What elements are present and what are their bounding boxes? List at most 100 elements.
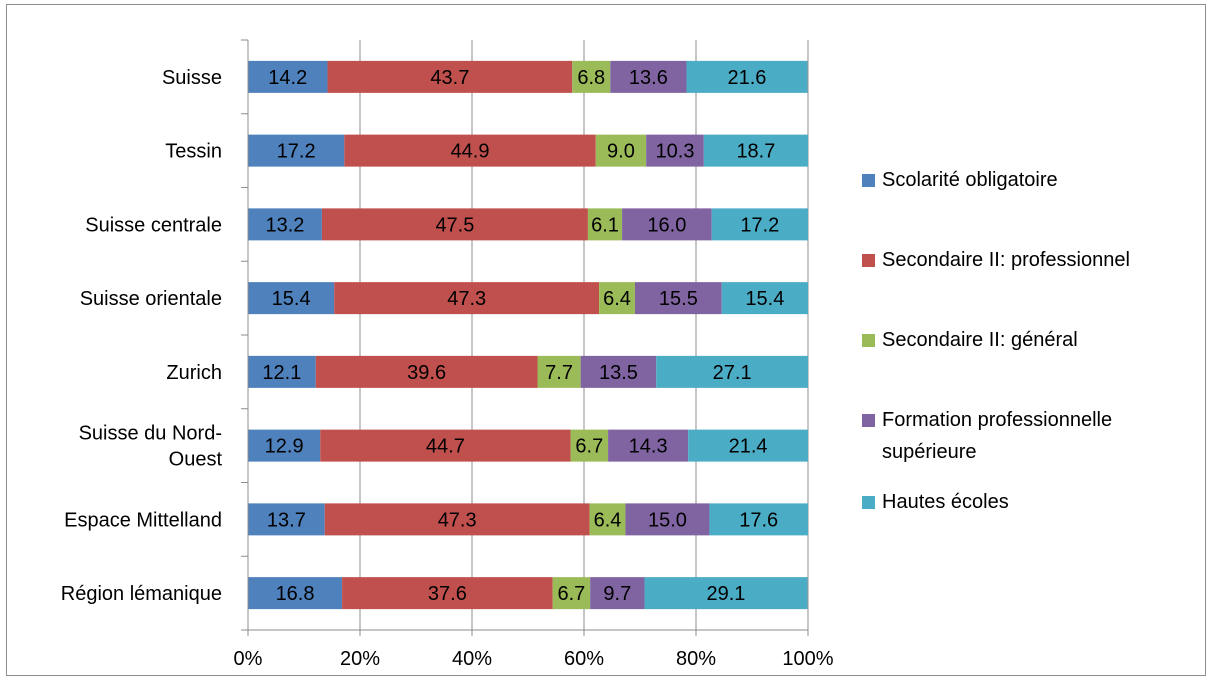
chart-frame xyxy=(6,4,1206,676)
x-tick-label: 80% xyxy=(676,648,716,670)
data-label: 12.9 xyxy=(265,436,304,458)
bar-segment xyxy=(622,208,712,241)
data-label: 16.8 xyxy=(276,583,315,605)
category-label: Suisse xyxy=(162,67,222,89)
bar-segment xyxy=(248,134,345,167)
legend-label: Hautes écoles xyxy=(882,491,1009,513)
data-label: 15.4 xyxy=(745,288,784,310)
data-label: 6.4 xyxy=(594,509,622,531)
bar-segment xyxy=(552,577,591,610)
category-label: Zurich xyxy=(166,362,222,384)
category-label: Suisse orientale xyxy=(80,288,222,310)
bar-segment xyxy=(634,282,722,315)
data-label: 16.0 xyxy=(647,214,686,236)
bar-segment xyxy=(646,134,704,167)
data-label: 27.1 xyxy=(713,362,752,384)
legend-swatch xyxy=(862,414,875,427)
x-tick-label: 0% xyxy=(234,648,263,670)
bar-segment xyxy=(686,60,808,93)
data-label: 15.5 xyxy=(659,288,698,310)
x-tick-label: 60% xyxy=(564,648,604,670)
data-label: 37.6 xyxy=(428,583,467,605)
legend-swatch xyxy=(862,334,875,347)
data-label: 47.3 xyxy=(447,288,486,310)
bar-segment xyxy=(342,577,553,610)
bar-segment xyxy=(327,60,573,93)
bar-segment xyxy=(320,429,571,462)
bar-segment xyxy=(595,134,647,167)
category-label: Région lémanique xyxy=(61,583,222,605)
category-label: Suisse centrale xyxy=(85,214,222,236)
data-label: 17.2 xyxy=(277,141,316,163)
bar-segment xyxy=(721,282,808,315)
bar-segment xyxy=(537,355,581,388)
data-label: 13.5 xyxy=(599,362,638,384)
x-tick-label: 100% xyxy=(782,648,833,670)
bar-segment xyxy=(572,60,611,93)
data-label: 44.7 xyxy=(426,436,465,458)
bar-segment xyxy=(248,282,335,315)
bar-segment xyxy=(711,208,808,241)
bar-segment xyxy=(590,577,645,610)
data-label: 14.2 xyxy=(268,67,307,89)
data-label: 9.7 xyxy=(603,583,631,605)
bar-segment xyxy=(248,60,328,93)
legend-label: Secondaire II: professionnel xyxy=(882,249,1130,271)
legend-swatch xyxy=(862,174,875,187)
data-label: 6.4 xyxy=(603,288,631,310)
bar-segment xyxy=(599,282,635,315)
data-label: 10.3 xyxy=(656,141,695,163)
bar-segment xyxy=(644,577,808,610)
data-label: 14.3 xyxy=(629,436,668,458)
data-label: 13.7 xyxy=(267,509,306,531)
category-label: Tessin xyxy=(165,141,222,163)
legend-label: Scolarité obligatoire xyxy=(882,169,1058,191)
legend-swatch xyxy=(862,496,875,509)
category-label: Espace Mittelland xyxy=(64,509,222,531)
legend-swatch xyxy=(862,254,875,267)
bar-segment xyxy=(570,429,609,462)
data-label: 43.7 xyxy=(430,67,469,89)
data-label: 47.3 xyxy=(438,509,477,531)
bar-segment xyxy=(589,503,626,536)
data-label: 44.9 xyxy=(451,141,490,163)
bar-segment xyxy=(248,429,321,462)
data-label: 47.5 xyxy=(435,214,474,236)
bar-segment xyxy=(709,503,808,536)
bar-segment xyxy=(248,355,316,388)
category-label: Suisse du Nord-Ouest xyxy=(79,423,223,471)
bar-segment xyxy=(248,208,322,241)
legend-label: Formation professionnelle supérieure xyxy=(882,409,1112,463)
data-label: 6.7 xyxy=(557,583,585,605)
bar-segment xyxy=(580,355,657,388)
data-label: 12.1 xyxy=(262,362,301,384)
bar-segment xyxy=(625,503,710,536)
bar-segment xyxy=(703,134,808,167)
data-label: 6.1 xyxy=(591,214,619,236)
data-label: 9.0 xyxy=(607,141,635,163)
data-label: 13.2 xyxy=(265,214,304,236)
data-label: 21.4 xyxy=(729,436,768,458)
bar-segment xyxy=(656,355,808,388)
data-label: 15.0 xyxy=(648,509,687,531)
data-label: 15.4 xyxy=(272,288,311,310)
data-label: 18.7 xyxy=(736,141,775,163)
bar-segment xyxy=(344,134,596,167)
bar-segment xyxy=(248,503,325,536)
bar-segment xyxy=(321,208,588,241)
legend-label: Secondaire II: général xyxy=(882,329,1078,351)
data-label: 13.6 xyxy=(629,67,668,89)
bar-segment xyxy=(688,429,808,462)
data-label: 21.6 xyxy=(727,67,766,89)
data-label: 17.2 xyxy=(740,214,779,236)
bar-segment xyxy=(324,503,590,536)
data-label: 7.7 xyxy=(545,362,573,384)
bar-segment xyxy=(587,208,623,241)
bar-segment xyxy=(315,355,538,388)
data-label: 39.6 xyxy=(407,362,446,384)
data-label: 17.6 xyxy=(739,509,778,531)
bar-segment xyxy=(610,60,687,93)
x-tick-label: 40% xyxy=(452,648,492,670)
data-label: 29.1 xyxy=(706,583,745,605)
